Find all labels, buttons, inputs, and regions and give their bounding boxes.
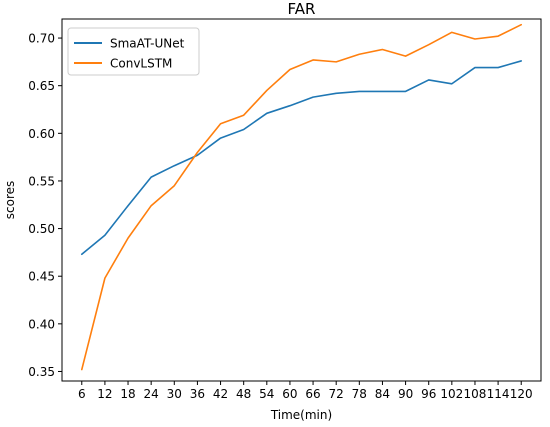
y-tick-label: 0.35	[28, 365, 55, 379]
y-tick-label: 0.40	[28, 317, 55, 331]
chart-title: FAR	[288, 0, 316, 18]
x-tick-label: 102	[440, 387, 463, 401]
series-line-convlstm	[80, 23, 523, 371]
x-tick-label: 36	[190, 387, 205, 401]
legend-label-convlstm: ConvLSTM	[110, 57, 172, 71]
x-tick-label: 30	[167, 387, 182, 401]
x-tick-label: 108	[464, 387, 487, 401]
x-tick-label: 114	[487, 387, 510, 401]
series-line-smaat-unet	[80, 60, 523, 256]
y-axis-ticks: 0.35 0.40 0.45 0.50 0.55 0.60 0.65 0.70	[28, 32, 62, 379]
x-tick-label: 48	[236, 387, 251, 401]
x-tick-label: 12	[97, 387, 112, 401]
y-tick-label: 0.65	[28, 79, 55, 93]
x-tick-label: 72	[329, 387, 344, 401]
x-tick-label: 96	[421, 387, 436, 401]
legend: SmaAT-UNet ConvLSTM	[67, 27, 200, 76]
x-tick-label: 54	[259, 387, 274, 401]
x-tick-label: 84	[375, 387, 390, 401]
x-tick-label: 66	[305, 387, 320, 401]
y-tick-label: 0.55	[28, 174, 55, 188]
x-tick-label: 78	[352, 387, 367, 401]
x-tick-label: 18	[120, 387, 135, 401]
y-tick-label: 0.50	[28, 222, 55, 236]
x-axis-ticks: 6 12 18 24 30 36 42 48 54 60 66 72 78 84 90 96 102 108 114…	[78, 381, 533, 401]
x-tick-label: 24	[144, 387, 159, 401]
y-tick-label: 0.45	[28, 270, 55, 284]
x-tick-label: 90	[398, 387, 413, 401]
plot-area: 6 12 18 24 30 36 42 48 54 60 66 72 78 84 90 96 102 108 114…	[28, 18, 542, 401]
y-tick-label: 0.60	[28, 127, 55, 141]
y-tick-label: 0.70	[28, 32, 55, 46]
x-tick-label: 120	[510, 387, 533, 401]
series-layer	[80, 23, 523, 371]
plot-frame	[61, 18, 542, 382]
x-tick-label: 42	[213, 387, 228, 401]
x-axis-label: Time(min)	[270, 408, 332, 422]
y-axis-label: scores	[3, 181, 17, 220]
legend-label-smaat-unet: SmaAT-UNet	[110, 37, 185, 51]
x-tick-label: 6	[78, 387, 86, 401]
x-tick-label: 60	[282, 387, 297, 401]
